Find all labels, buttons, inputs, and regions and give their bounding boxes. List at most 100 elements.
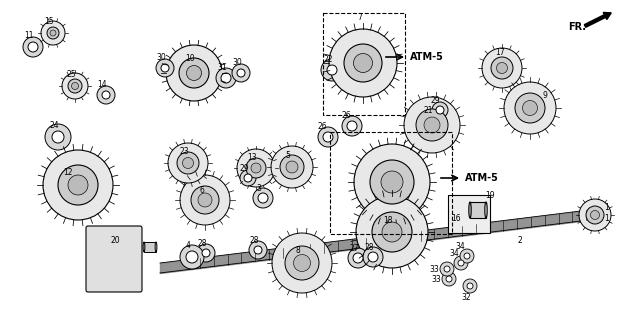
Circle shape [363,247,383,267]
Text: 9: 9 [542,91,547,100]
Circle shape [344,44,382,82]
Circle shape [166,45,222,101]
Text: 23: 23 [179,147,189,156]
Circle shape [356,196,428,268]
Text: 25: 25 [66,69,76,78]
Text: ATM-5: ATM-5 [410,52,444,62]
Text: 26: 26 [317,122,327,131]
Circle shape [382,222,402,242]
Circle shape [444,266,450,272]
Bar [323,13,405,115]
Circle shape [182,157,193,169]
Circle shape [62,73,88,99]
Circle shape [353,253,363,263]
Circle shape [460,249,474,263]
Circle shape [198,193,212,207]
Circle shape [253,188,273,208]
Circle shape [416,109,448,141]
Circle shape [464,253,470,259]
Circle shape [368,252,378,262]
Circle shape [191,186,219,214]
Circle shape [216,68,236,88]
Circle shape [522,100,537,116]
Circle shape [23,37,43,57]
Text: 2: 2 [518,236,522,244]
Circle shape [187,66,202,81]
Text: 5: 5 [286,150,290,159]
Circle shape [285,246,319,280]
Text: 32: 32 [461,292,471,301]
Circle shape [52,131,64,143]
Circle shape [586,206,604,224]
Circle shape [348,248,368,268]
Circle shape [370,160,414,204]
Circle shape [177,152,199,174]
FancyArrow shape [584,12,612,27]
Circle shape [68,175,88,195]
Text: 11: 11 [24,30,34,39]
Bar [448,195,490,233]
Circle shape [246,158,266,178]
Text: 34: 34 [455,242,465,251]
Text: 14: 14 [97,79,107,89]
Circle shape [43,150,113,220]
Text: 26: 26 [341,110,351,119]
Text: 10: 10 [185,53,195,62]
Circle shape [186,251,198,263]
Text: 30: 30 [232,58,242,67]
Text: 29: 29 [239,164,249,172]
Circle shape [354,53,373,73]
Text: 1: 1 [605,213,610,222]
Circle shape [458,260,464,266]
Circle shape [232,64,250,82]
Circle shape [432,102,448,118]
Circle shape [482,48,522,88]
Circle shape [41,21,65,45]
Circle shape [321,59,343,81]
Text: 19: 19 [485,190,495,199]
Circle shape [381,171,403,193]
Circle shape [68,79,82,93]
Text: 28: 28 [249,236,259,244]
Text: 31: 31 [217,62,227,71]
Circle shape [354,144,430,220]
Circle shape [497,62,507,74]
Circle shape [102,91,110,99]
Circle shape [180,245,204,269]
Circle shape [440,262,454,276]
Circle shape [436,106,444,114]
Text: 28: 28 [197,238,207,247]
Ellipse shape [143,242,145,252]
Text: FR.: FR. [568,22,586,32]
Circle shape [58,165,98,205]
Circle shape [579,199,611,231]
Circle shape [491,57,513,79]
Circle shape [404,97,460,153]
Circle shape [446,276,452,282]
Circle shape [454,256,468,270]
Text: 20: 20 [110,236,120,244]
Text: 15: 15 [44,17,54,26]
Circle shape [504,82,556,134]
Ellipse shape [155,242,157,252]
Text: 13: 13 [247,153,257,162]
FancyBboxPatch shape [86,226,142,292]
Circle shape [254,246,262,254]
Text: 18: 18 [383,215,392,225]
Circle shape [467,283,473,289]
Circle shape [258,193,268,203]
Circle shape [168,143,208,183]
Circle shape [156,59,174,77]
Circle shape [72,83,79,90]
Circle shape [442,272,456,286]
Text: 1: 1 [605,203,610,212]
Circle shape [179,58,209,88]
Circle shape [372,212,412,252]
Bar [144,242,156,252]
Circle shape [97,86,115,104]
Text: 28: 28 [364,243,374,252]
Text: 3: 3 [256,183,261,193]
Circle shape [202,249,210,257]
Text: 33: 33 [431,275,441,284]
Circle shape [342,116,362,136]
